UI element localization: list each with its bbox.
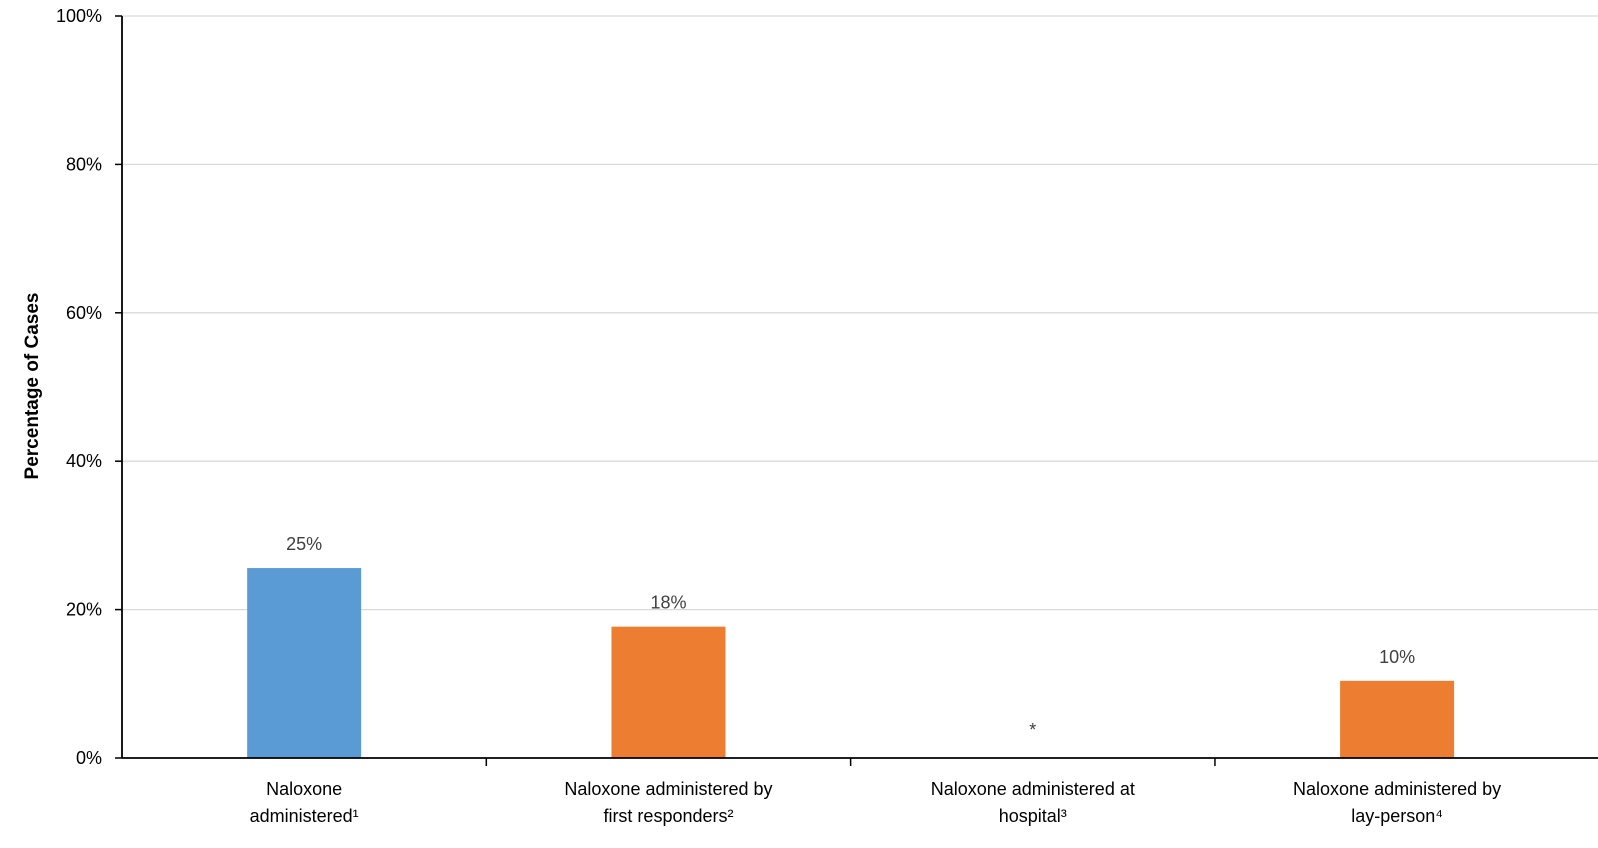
y-tick-label: 80% bbox=[66, 154, 102, 174]
bar bbox=[611, 626, 726, 758]
x-category-label-line: Naloxone administered by bbox=[1293, 779, 1501, 799]
bar bbox=[247, 568, 362, 758]
y-tick-label: 60% bbox=[66, 303, 102, 323]
y-tick-label: 20% bbox=[66, 600, 102, 620]
x-category-label: Naloxone administered at hospital³ bbox=[931, 779, 1135, 826]
x-category-label: Naloxone administered¹ bbox=[250, 779, 359, 826]
y-tick-labels: 0% 20% 40% 60% 80% 100% bbox=[56, 6, 102, 768]
y-tick-label: 100% bbox=[56, 6, 102, 26]
x-category-label-line: administered¹ bbox=[250, 806, 359, 826]
x-category-label-line: Naloxone administered by bbox=[564, 779, 772, 799]
data-label: 18% bbox=[650, 593, 686, 613]
axes bbox=[115, 15, 1598, 766]
x-category-label-line: hospital³ bbox=[999, 806, 1067, 826]
gridlines bbox=[122, 15, 1598, 611]
x-category-label: Naloxone administered by lay-person⁴ bbox=[1293, 779, 1501, 826]
data-label: 10% bbox=[1379, 647, 1415, 667]
data-label: 25% bbox=[286, 534, 322, 554]
y-axis-title: Percentage of Cases bbox=[22, 293, 43, 480]
x-category-label-line: Naloxone bbox=[266, 779, 342, 799]
x-category-label-line: Naloxone administered at bbox=[931, 779, 1135, 799]
x-category-label: Naloxone administered by first responders… bbox=[564, 779, 772, 826]
bars bbox=[247, 568, 1455, 758]
y-tick-label: 40% bbox=[66, 451, 102, 471]
x-category-label-line: first responders² bbox=[603, 806, 733, 826]
data-labels: 25% 18% * 10% bbox=[286, 534, 1415, 740]
x-category-label-line: lay-person⁴ bbox=[1351, 806, 1443, 826]
y-tick-label: 0% bbox=[76, 748, 102, 768]
bar bbox=[1340, 680, 1455, 758]
data-label: * bbox=[1029, 720, 1036, 740]
